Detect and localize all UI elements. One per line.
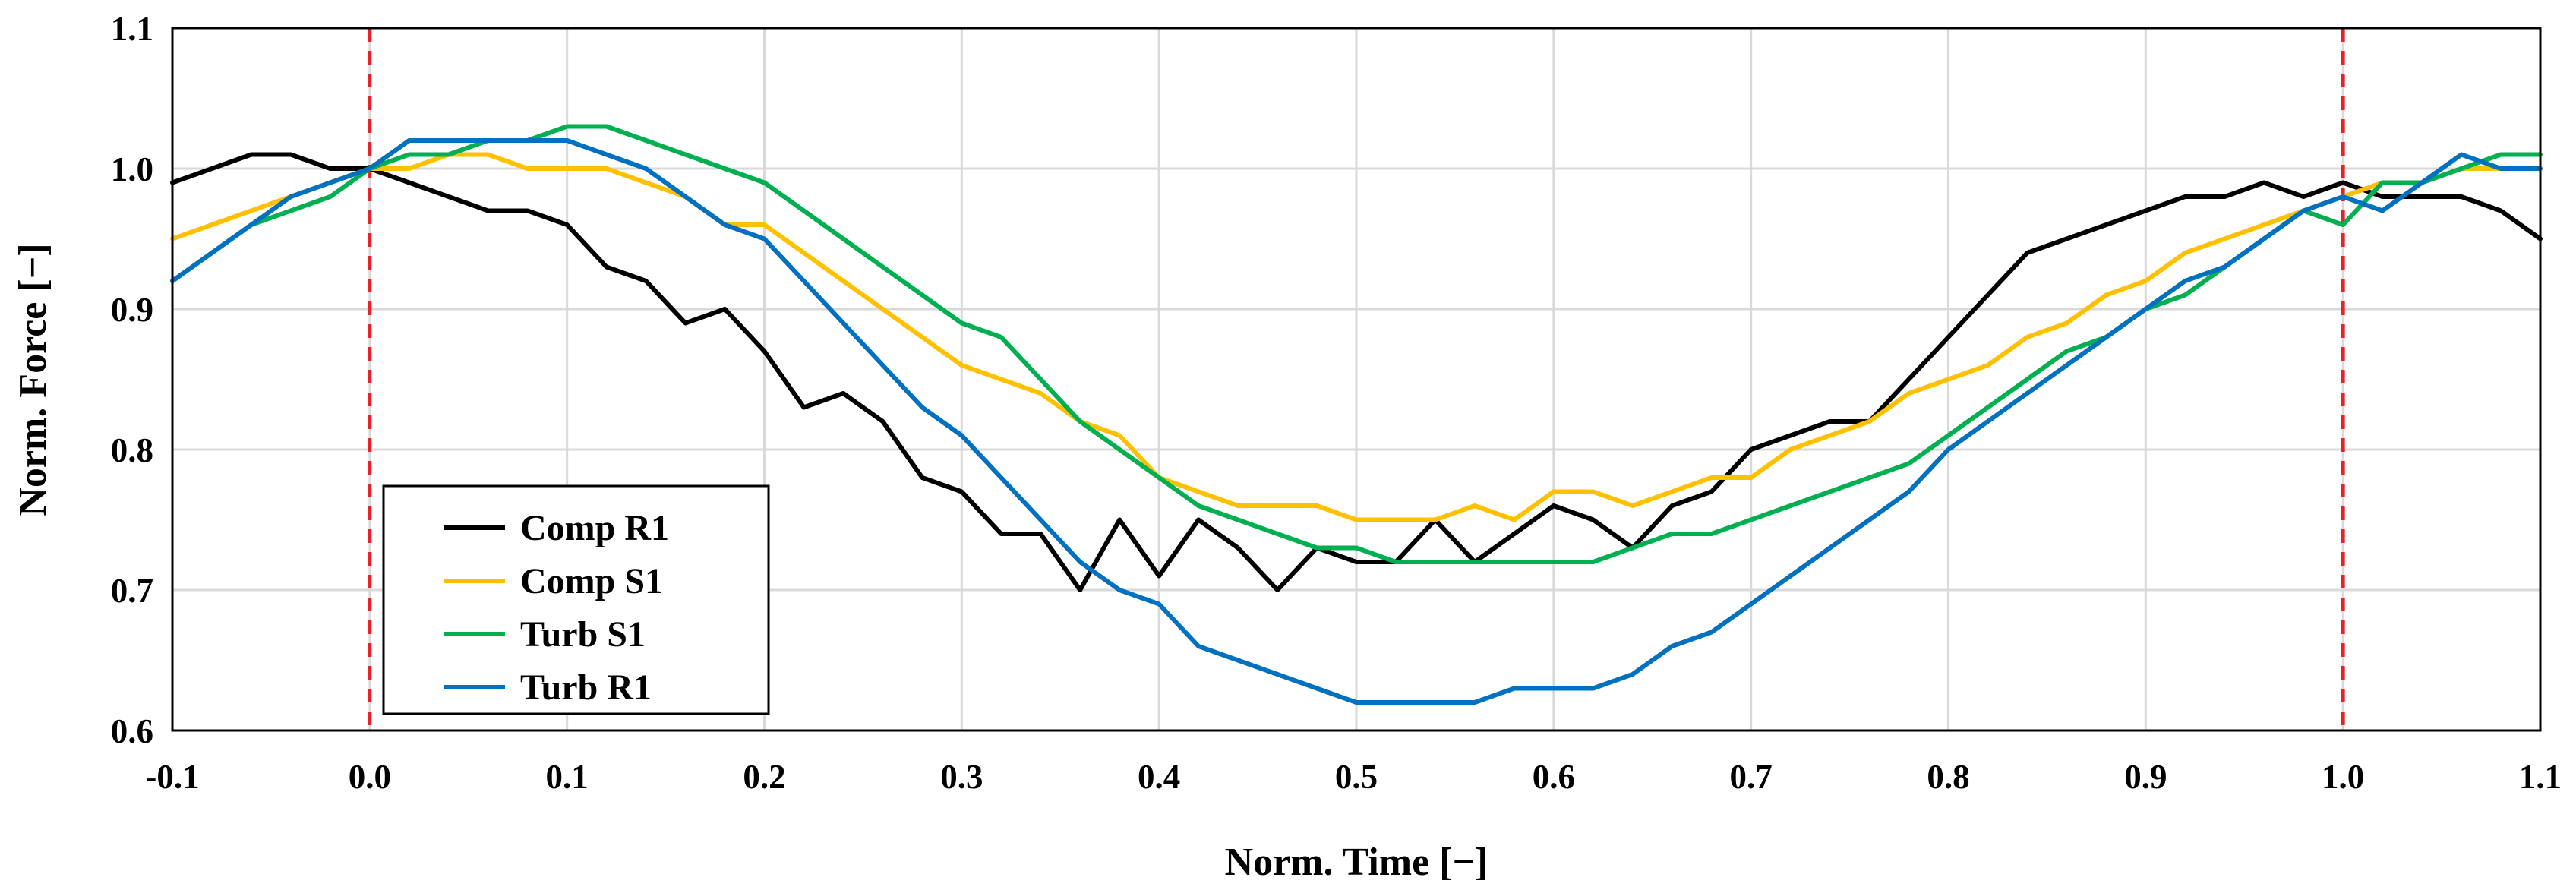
- y-tick-label: 1.0: [111, 150, 153, 188]
- x-tick-label: 0.2: [743, 758, 785, 796]
- x-tick-label: 0.8: [1927, 758, 1969, 796]
- x-tick-label: 1.0: [2322, 758, 2364, 796]
- x-tick-label: 0.7: [1730, 758, 1773, 796]
- x-tick-label: -0.1: [145, 758, 199, 796]
- plot-area-border: [171, 27, 2542, 732]
- legend-label: Turb R1: [520, 667, 652, 708]
- legend-box: [382, 484, 770, 715]
- series-line-turb-r1: [170, 138, 2543, 705]
- x-tick-label: 0.3: [940, 758, 983, 796]
- x-tick-label: 0.6: [1533, 758, 1575, 796]
- y-tick-labels: 0.6 0.7 0.8 0.9 1.0 1.1: [111, 10, 153, 750]
- y-axis-title: Norm. Force [−]: [11, 243, 55, 516]
- legend-label: Turb S1: [520, 614, 646, 655]
- x-tick-label: 0.1: [546, 758, 589, 796]
- x-tick-label: 0.0: [349, 758, 391, 796]
- series-lines: [170, 124, 2543, 705]
- x-axis-title: Norm. Time [−]: [1225, 841, 1488, 884]
- series-line-comp-r1: [170, 152, 2543, 592]
- legend-label: Comp S1: [520, 561, 663, 601]
- y-tick-label: 0.8: [111, 431, 153, 469]
- legend-label: Comp R1: [520, 508, 669, 548]
- reference-lines: [368, 28, 2345, 730]
- x-tick-labels: -0.1 0.0 0.1 0.2 0.3 0.4 0.5 0.6 0.7 0.8 0.9 1.0 1.1: [145, 758, 2562, 796]
- y-tick-label: 0.7: [111, 572, 153, 610]
- x-tick-label: 0.4: [1138, 758, 1180, 796]
- legend: Comp R1 Comp S1 Turb S1 Turb R1: [382, 484, 770, 715]
- x-tick-label: 0.5: [1335, 758, 1378, 796]
- y-tick-label: 0.6: [111, 712, 153, 750]
- series-line-comp-s1: [170, 152, 2543, 522]
- x-tick-label: 0.9: [2124, 758, 2167, 796]
- y-tick-label: 1.1: [111, 10, 153, 48]
- y-tick-label: 0.9: [111, 291, 153, 329]
- x-tick-label: 1.1: [2519, 758, 2562, 796]
